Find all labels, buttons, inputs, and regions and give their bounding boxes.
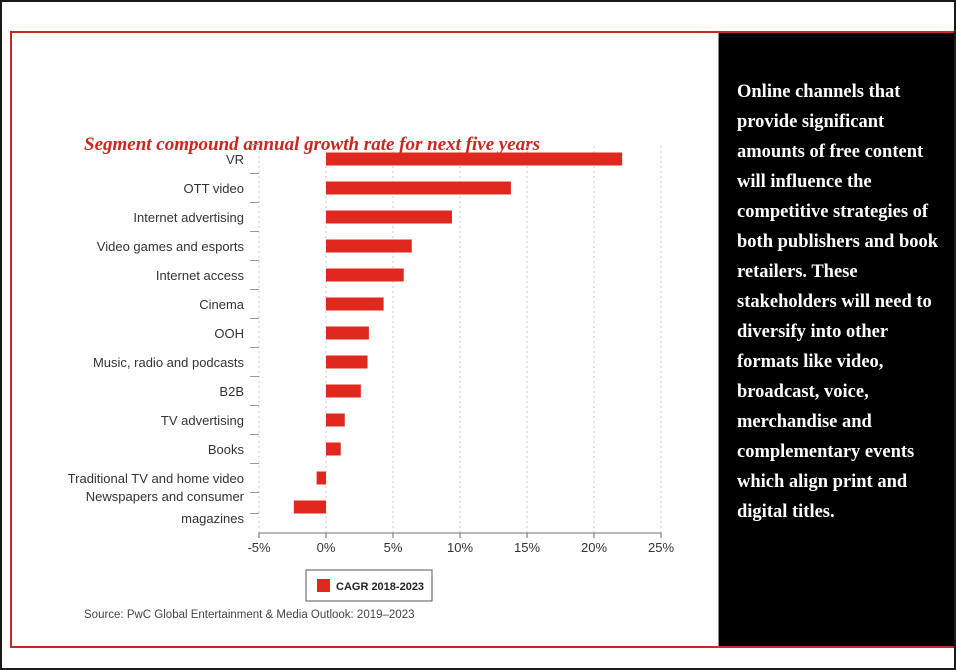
category-label: OTT video — [184, 181, 244, 196]
x-tick-label: 15% — [514, 540, 540, 555]
legend-label: CAGR 2018-2023 — [336, 581, 424, 593]
chart-panel: Segment compound annual growth rate for … — [10, 31, 718, 648]
category-label: Internet access — [156, 268, 245, 283]
x-tick-label: 20% — [581, 540, 607, 555]
category-label: Internet advertising — [133, 210, 244, 225]
bar — [293, 500, 326, 514]
x-axis: -5% 0% 5% 10% 15% 20% 25% — [247, 144, 674, 555]
bar — [326, 384, 361, 398]
category-labels: VR OTT video Internet advertising Video gam… — [68, 152, 245, 526]
x-tick-label: 5% — [384, 540, 403, 555]
bar — [326, 239, 412, 253]
bar — [316, 471, 326, 485]
category-label: Books — [208, 442, 245, 457]
category-label: Cinema — [199, 297, 245, 312]
x-tick-label: 10% — [447, 540, 473, 555]
bar — [326, 442, 341, 456]
bar — [326, 210, 452, 224]
bar — [326, 297, 384, 311]
commentary-panel: Online channels that provide significant… — [718, 31, 954, 648]
legend: CAGR 2018-2023 — [305, 569, 433, 602]
category-label: VR — [226, 152, 244, 167]
bar — [326, 413, 345, 427]
bar — [326, 326, 369, 340]
bar-chart: Segment compound annual growth rate for … — [68, 134, 675, 621]
bars — [293, 152, 623, 514]
category-label: OOH — [214, 326, 244, 341]
source-note: Source: PwC Global Entertainment & Media… — [84, 609, 415, 621]
x-tick-label: -5% — [247, 540, 271, 555]
category-label: TV advertising — [161, 413, 244, 428]
bar — [326, 355, 368, 369]
bar — [326, 181, 511, 195]
commentary-text: Online channels that provide significant… — [737, 82, 939, 522]
category-label: Traditional TV and home video — [68, 471, 244, 486]
bar — [326, 268, 404, 282]
category-label: Newspapers and consumer — [86, 489, 245, 504]
chart-title: Segment compound annual growth rate for … — [84, 134, 540, 155]
category-label: Music, radio and podcasts — [93, 355, 245, 370]
x-tick-label: 25% — [648, 540, 674, 555]
bar — [326, 152, 623, 166]
category-label: Video games and esports — [97, 239, 245, 254]
x-tick-label: 0% — [317, 540, 336, 555]
legend-swatch — [317, 579, 330, 592]
category-label: B2B — [219, 384, 244, 399]
category-label: magazines — [181, 511, 244, 526]
